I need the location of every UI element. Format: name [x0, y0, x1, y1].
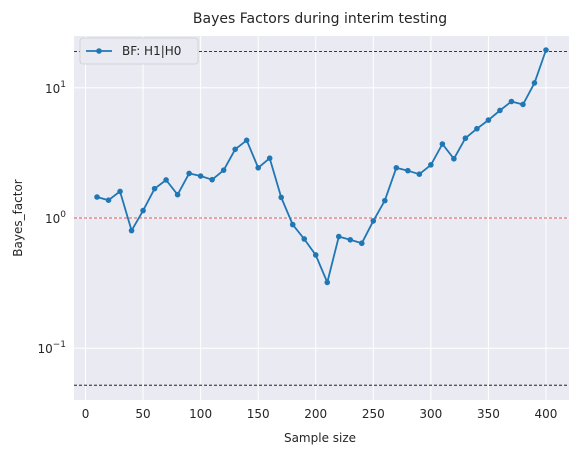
data-point [485, 117, 492, 123]
x-tick-label: 0 [82, 407, 90, 421]
data-point [462, 135, 469, 142]
legend-marker-swatch [96, 48, 102, 54]
data-point [347, 237, 354, 243]
data-point [312, 252, 319, 258]
legend-frame [79, 37, 199, 65]
y-axis-label: Bayes_factor [11, 179, 25, 257]
data-point [209, 176, 215, 183]
data-point [543, 47, 549, 53]
data-point [393, 164, 400, 171]
y-tick-label: 100 [45, 210, 66, 226]
y-axis-ticks: 10−1 100 101 [37, 80, 66, 356]
x-tick-label: 250 [362, 407, 385, 421]
series-line [96, 49, 547, 284]
data-point [266, 155, 273, 161]
data-point [197, 173, 204, 179]
data-point [405, 167, 411, 174]
data-point [335, 233, 342, 240]
x-tick-label: 200 [304, 407, 327, 421]
data-point [186, 170, 192, 177]
data-point [220, 167, 227, 173]
data-point [428, 162, 434, 168]
data-point [117, 188, 123, 195]
data-point [94, 194, 100, 200]
data-point [382, 197, 388, 204]
data-point [163, 177, 169, 183]
y-tick-label: 101 [45, 80, 66, 96]
data-point [520, 101, 526, 108]
data-point [497, 107, 503, 114]
data-point [324, 279, 331, 286]
data-series [94, 47, 549, 286]
data-point [358, 240, 365, 247]
data-point [508, 98, 515, 105]
data-point [140, 207, 146, 214]
data-point [416, 171, 423, 177]
x-tick-label: 150 [247, 407, 270, 421]
data-point [439, 141, 446, 147]
x-tick-label: 300 [419, 407, 442, 421]
data-point [474, 125, 480, 132]
data-point [451, 155, 457, 162]
data-point [174, 191, 181, 198]
x-tick-label: 50 [135, 407, 150, 421]
data-point [370, 218, 377, 224]
data-point [531, 80, 538, 86]
data-point [105, 197, 112, 204]
legend: BF: H1|H0 [79, 37, 199, 65]
x-tick-label: 350 [477, 407, 500, 421]
data-point [278, 194, 285, 201]
x-axis-label: Sample size [284, 431, 356, 445]
data-point [151, 185, 158, 192]
data-point [128, 227, 135, 234]
chart-title: Bayes Factors during interim testing [193, 11, 447, 27]
data-point [255, 164, 261, 171]
x-tick-label: 400 [535, 407, 558, 421]
y-tick-label: 10−1 [37, 340, 66, 356]
data-point [301, 236, 308, 242]
data-point [232, 146, 238, 153]
x-tick-label: 100 [189, 407, 212, 421]
data-point [289, 221, 296, 228]
data-point [243, 137, 250, 144]
x-axis-ticks: 0 50 100 150 200 250 300 350 400 [82, 407, 558, 421]
legend-entry-label: BF: H1|H0 [122, 44, 181, 58]
